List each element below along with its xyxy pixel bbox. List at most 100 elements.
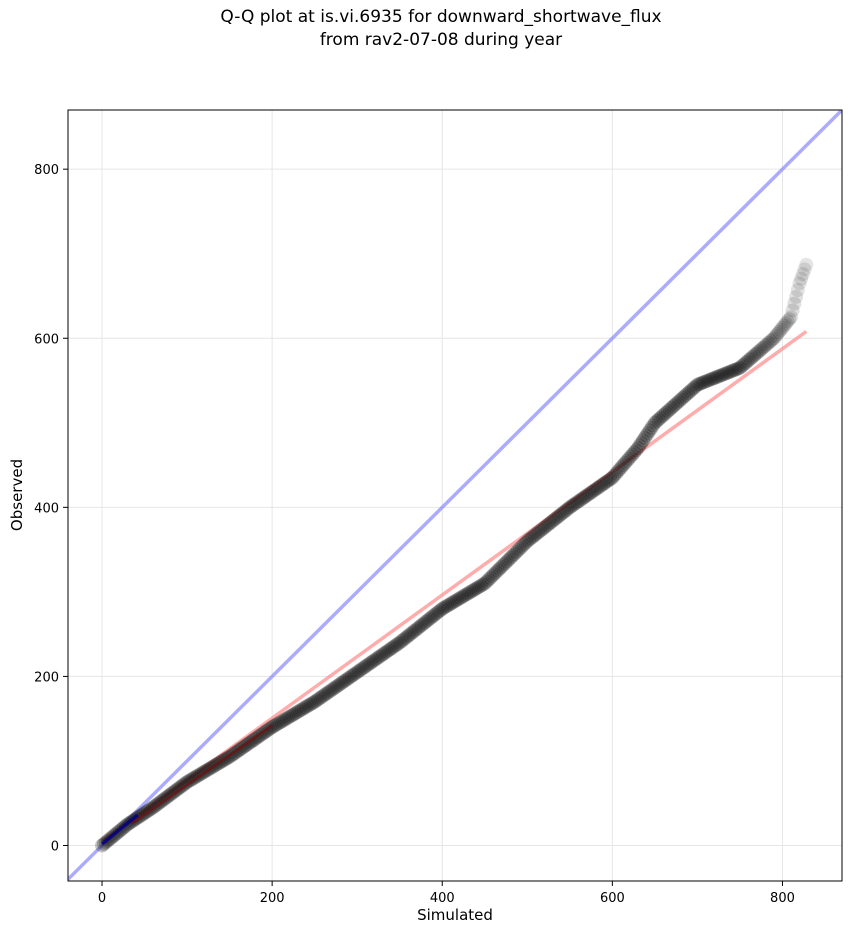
data-point: [411, 620, 426, 635]
fit-line: [100, 330, 808, 843]
data-point: [795, 267, 810, 282]
data-point: [690, 377, 705, 392]
data-point: [178, 776, 193, 791]
data-point: [695, 375, 710, 390]
data-point: [525, 529, 540, 544]
data-point: [274, 714, 289, 729]
data-point: [666, 399, 681, 414]
data-point: [725, 363, 740, 378]
data-point: [577, 490, 592, 505]
data-point: [535, 522, 550, 537]
data-point: [499, 554, 514, 569]
data-point: [176, 777, 191, 792]
data-point: [514, 539, 529, 554]
data-point: [607, 468, 622, 483]
data-point: [337, 674, 352, 689]
data-point: [772, 324, 787, 339]
axis-ticks: 0 200 400 600 800 0 200 400 600 800: [34, 163, 795, 906]
data-point: [675, 390, 690, 405]
data-point: [433, 603, 448, 618]
data-point: [180, 775, 195, 790]
data-point: [265, 720, 280, 735]
x-tick-label: 600: [600, 891, 625, 906]
data-point: [327, 680, 342, 695]
data-point: [529, 526, 544, 541]
data-point: [303, 696, 318, 711]
x-tick-label: 800: [770, 891, 795, 906]
data-point: [736, 357, 751, 372]
data-point: [498, 556, 513, 571]
data-point: [389, 638, 404, 653]
data-point: [761, 335, 776, 350]
data-point: [390, 636, 405, 651]
data-point: [732, 360, 747, 375]
data-point: [309, 693, 324, 708]
data-point: [322, 684, 337, 699]
data-point: [759, 337, 774, 352]
data-point: [540, 517, 555, 532]
data-point: [418, 615, 433, 630]
data-point: [405, 625, 420, 640]
data-point: [560, 501, 575, 516]
data-point: [719, 365, 734, 380]
data-point: [740, 354, 755, 369]
data-point: [359, 658, 374, 673]
data-point: [403, 626, 418, 641]
chart-title-line2: from rav2-07-08 during year: [319, 30, 563, 50]
data-point: [477, 576, 492, 591]
data-point: [721, 365, 736, 380]
data-point: [658, 405, 673, 420]
plot-frame: [67, 109, 843, 882]
data-point: [279, 711, 294, 726]
data-point: [298, 700, 313, 715]
data-point: [677, 389, 692, 404]
chart-title-line1: Q-Q plot at is.vi.6935 for downward_shor…: [220, 7, 662, 27]
data-point: [583, 486, 598, 501]
data-point: [326, 681, 341, 696]
data-point: [710, 369, 725, 384]
data-point: [797, 262, 812, 277]
data-point: [318, 687, 333, 702]
data-point: [612, 462, 627, 477]
data-point: [573, 492, 588, 507]
data-point: [727, 363, 742, 378]
data-point: [662, 402, 677, 417]
data-point: [590, 481, 605, 496]
data-point: [401, 628, 416, 643]
data-point: [302, 698, 317, 713]
data-point: [366, 653, 381, 668]
y-tick-label: 0: [51, 839, 59, 854]
low-fit-segment: [131, 724, 273, 825]
data-point: [684, 382, 699, 397]
data-point: [438, 599, 453, 614]
data-point: [538, 519, 553, 534]
low-identity-segment: [100, 813, 139, 846]
data-point: [409, 622, 424, 637]
x-tick-label: 200: [260, 891, 285, 906]
data-point: [333, 676, 348, 691]
data-point: [664, 400, 679, 415]
data-point: [632, 438, 647, 453]
data-point: [278, 712, 293, 727]
data-point: [181, 773, 196, 788]
data-point: [315, 689, 330, 704]
data-point: [559, 503, 574, 518]
data-point: [644, 420, 659, 435]
data-point: [673, 392, 688, 407]
data-point: [743, 351, 758, 366]
data-point: [770, 327, 785, 342]
data-point: [758, 339, 773, 354]
data-point: [566, 497, 581, 512]
data-point: [272, 715, 287, 730]
data-point: [603, 472, 618, 487]
data-point: [276, 713, 291, 728]
data-point: [385, 640, 400, 655]
data-point: [311, 692, 326, 707]
data-point: [422, 612, 437, 627]
data-point: [557, 504, 572, 519]
data-point: [453, 590, 468, 605]
data-point: [747, 348, 762, 363]
data-point: [461, 586, 476, 601]
data-point: [625, 447, 640, 462]
data-point: [414, 617, 429, 632]
